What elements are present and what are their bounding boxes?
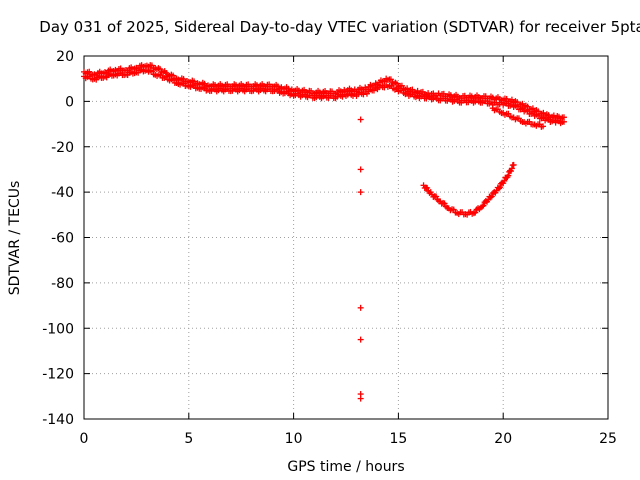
x-tick-label: 5 <box>184 431 193 447</box>
data-point <box>357 166 364 173</box>
data-point <box>529 105 536 112</box>
data-point <box>487 194 494 201</box>
data-point <box>472 209 479 216</box>
y-tick-label: -20 <box>51 140 74 156</box>
data-point <box>508 165 515 172</box>
x-tick-label: 15 <box>389 431 407 447</box>
data-point <box>433 193 440 200</box>
data-point <box>497 184 504 191</box>
axis-ticks <box>83 55 609 420</box>
data-point <box>441 200 448 207</box>
y-axis-label: SDTVAR / TECUs <box>7 181 23 296</box>
data-point <box>505 172 512 179</box>
data-point <box>560 114 567 121</box>
data-point <box>479 203 486 210</box>
x-tick-labels: 0 5 10 15 20 25 <box>80 431 617 447</box>
data-point <box>480 202 487 209</box>
y-tick-label: -40 <box>51 185 74 201</box>
x-axis-label: GPS time / hours <box>287 459 404 475</box>
data-point <box>501 177 508 184</box>
data-point <box>540 109 547 116</box>
y-tick-label: 20 <box>56 49 74 65</box>
data-point <box>357 395 364 402</box>
x-tick-label: 25 <box>599 431 617 447</box>
y-tick-label: -140 <box>42 412 74 428</box>
y-tick-label: -80 <box>51 276 74 292</box>
data-point <box>519 100 526 107</box>
y-tick-labels: -140 -120 -100 -80 -60 -40 -20 0 20 <box>42 49 74 428</box>
data-point <box>357 189 364 196</box>
x-tick-label: 20 <box>494 431 512 447</box>
x-tick-label: 0 <box>80 431 89 447</box>
y-tick-label: -60 <box>51 231 74 247</box>
data-point <box>357 304 364 311</box>
data-point <box>148 68 155 75</box>
y-tick-label: 0 <box>65 94 74 110</box>
data-point <box>404 85 411 92</box>
data-point <box>424 184 431 191</box>
data-point <box>510 161 517 168</box>
data-point <box>488 193 495 200</box>
y-tick-label: -120 <box>42 367 74 383</box>
data-points <box>81 62 567 402</box>
data-point <box>393 80 400 87</box>
y-tick-label: -100 <box>42 321 74 337</box>
data-point <box>496 185 503 192</box>
grid-lines <box>84 56 608 419</box>
chart-title: Day 031 of 2025, Sidereal Day-to-day VTE… <box>39 18 640 36</box>
data-point <box>357 116 364 123</box>
x-tick-label: 10 <box>285 431 303 447</box>
data-point <box>357 336 364 343</box>
data-point <box>540 123 547 130</box>
